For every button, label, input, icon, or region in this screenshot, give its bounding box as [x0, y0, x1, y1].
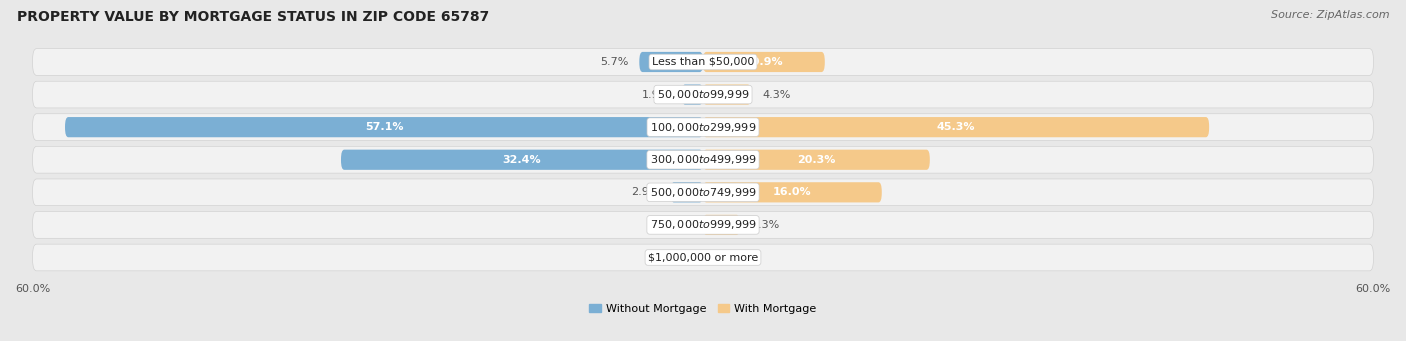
FancyBboxPatch shape [32, 114, 1374, 140]
FancyBboxPatch shape [65, 117, 703, 137]
FancyBboxPatch shape [703, 215, 740, 235]
FancyBboxPatch shape [342, 150, 703, 170]
FancyBboxPatch shape [671, 182, 703, 203]
FancyBboxPatch shape [32, 81, 1374, 108]
FancyBboxPatch shape [32, 146, 1374, 173]
Text: 16.0%: 16.0% [773, 187, 811, 197]
Text: 0.0%: 0.0% [658, 220, 686, 230]
Text: 10.9%: 10.9% [745, 57, 783, 67]
Text: $50,000 to $99,999: $50,000 to $99,999 [657, 88, 749, 101]
Text: 45.3%: 45.3% [936, 122, 976, 132]
Text: PROPERTY VALUE BY MORTGAGE STATUS IN ZIP CODE 65787: PROPERTY VALUE BY MORTGAGE STATUS IN ZIP… [17, 10, 489, 24]
Text: $750,000 to $999,999: $750,000 to $999,999 [650, 219, 756, 232]
FancyBboxPatch shape [32, 211, 1374, 238]
Text: 1.9%: 1.9% [643, 90, 671, 100]
FancyBboxPatch shape [32, 49, 1374, 75]
Text: $100,000 to $299,999: $100,000 to $299,999 [650, 121, 756, 134]
FancyBboxPatch shape [703, 150, 929, 170]
FancyBboxPatch shape [682, 85, 703, 105]
Text: 20.3%: 20.3% [797, 155, 835, 165]
FancyBboxPatch shape [703, 85, 751, 105]
FancyBboxPatch shape [703, 117, 1209, 137]
Legend: Without Mortgage, With Mortgage: Without Mortgage, With Mortgage [585, 299, 821, 318]
Text: $500,000 to $749,999: $500,000 to $749,999 [650, 186, 756, 199]
Text: 3.3%: 3.3% [751, 220, 779, 230]
Text: 5.7%: 5.7% [600, 57, 628, 67]
Text: Less than $50,000: Less than $50,000 [652, 57, 754, 67]
Text: Source: ZipAtlas.com: Source: ZipAtlas.com [1271, 10, 1389, 20]
Text: 57.1%: 57.1% [364, 122, 404, 132]
FancyBboxPatch shape [32, 179, 1374, 206]
Text: $1,000,000 or more: $1,000,000 or more [648, 252, 758, 263]
FancyBboxPatch shape [640, 52, 703, 72]
FancyBboxPatch shape [703, 182, 882, 203]
FancyBboxPatch shape [32, 244, 1374, 271]
Text: 0.0%: 0.0% [658, 252, 686, 263]
Text: 2.9%: 2.9% [631, 187, 659, 197]
FancyBboxPatch shape [703, 52, 825, 72]
Text: 4.3%: 4.3% [762, 90, 790, 100]
Text: $300,000 to $499,999: $300,000 to $499,999 [650, 153, 756, 166]
Text: 32.4%: 32.4% [503, 155, 541, 165]
Text: 0.0%: 0.0% [720, 252, 748, 263]
